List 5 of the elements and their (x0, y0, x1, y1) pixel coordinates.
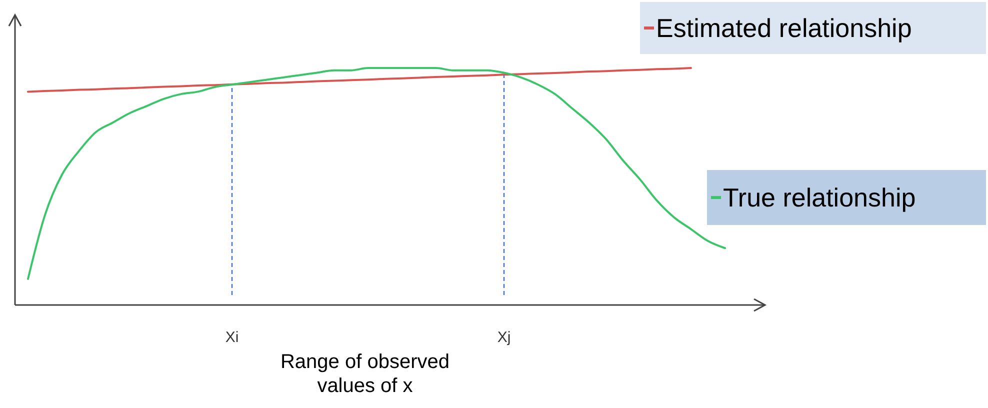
legend-label: Estimated relationship (656, 13, 912, 43)
x-tick-label: Xj (497, 329, 511, 346)
x-axis-title: Range of observed values of x (280, 351, 450, 397)
legend-label: True relationship (723, 182, 916, 212)
x-tick-label: Xi (225, 329, 239, 346)
